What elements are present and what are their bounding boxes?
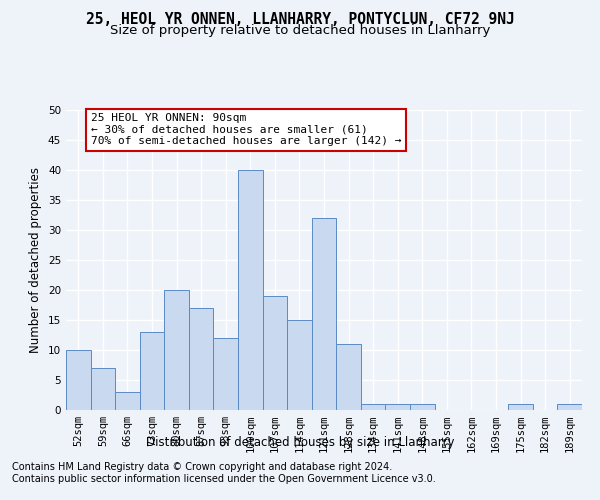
Bar [508, 404, 533, 410]
Bar [410, 404, 434, 410]
Text: 25 HEOL YR ONNEN: 90sqm
← 30% of detached houses are smaller (61)
70% of semi-de: 25 HEOL YR ONNEN: 90sqm ← 30% of detache… [91, 113, 401, 146]
Text: 25, HEOL YR ONNEN, LLANHARRY, PONTYCLUN, CF72 9NJ: 25, HEOL YR ONNEN, LLANHARRY, PONTYCLUN,… [86, 12, 514, 28]
Bar [91, 368, 115, 410]
Bar [385, 404, 410, 410]
Bar [214, 338, 238, 410]
Bar [66, 350, 91, 410]
Bar [140, 332, 164, 410]
Bar [263, 296, 287, 410]
Y-axis label: Number of detached properties: Number of detached properties [29, 167, 43, 353]
Bar [238, 170, 263, 410]
Bar [287, 320, 312, 410]
Bar [312, 218, 336, 410]
Bar [361, 404, 385, 410]
Text: Contains HM Land Registry data © Crown copyright and database right 2024.: Contains HM Land Registry data © Crown c… [12, 462, 392, 472]
Bar [164, 290, 189, 410]
Bar [557, 404, 582, 410]
Text: Size of property relative to detached houses in Llanharry: Size of property relative to detached ho… [110, 24, 490, 37]
Text: Contains public sector information licensed under the Open Government Licence v3: Contains public sector information licen… [12, 474, 436, 484]
Bar [115, 392, 140, 410]
Bar [336, 344, 361, 410]
Bar [189, 308, 214, 410]
Text: Distribution of detached houses by size in Llanharry: Distribution of detached houses by size … [146, 436, 454, 449]
